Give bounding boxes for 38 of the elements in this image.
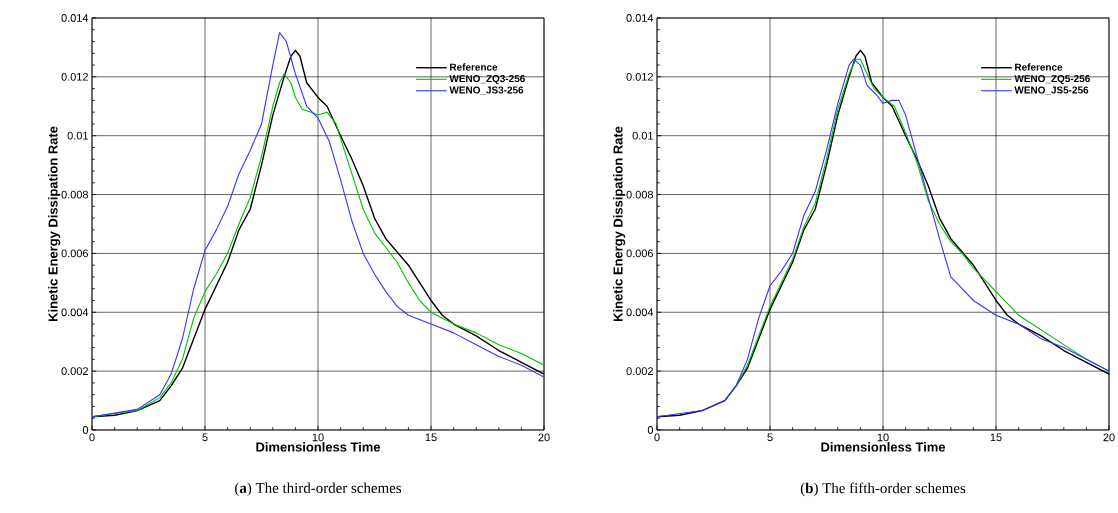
text: (b) The fifth-order schemes [800, 482, 966, 497]
y-tick-label: 0.002 [61, 367, 88, 376]
x-tick-label: 20 [538, 433, 550, 442]
legend-label: WENO_ZQ5-256 [1014, 75, 1090, 84]
legend-label: WENO_ZQ3-256 [449, 75, 525, 84]
x-tick-label: 10 [877, 433, 889, 442]
y-tick-label: 0 [647, 426, 654, 434]
y-tick-label: 0 [82, 426, 89, 434]
y-tick-label: 0.014 [626, 14, 654, 22]
y-tick-label: 0.006 [626, 249, 653, 258]
x-tick-label: 20 [1103, 433, 1115, 442]
y-tick-label: 0.012 [626, 72, 653, 81]
legend-label: Reference [450, 63, 498, 71]
y-tick-label: 0.002 [626, 367, 653, 376]
x-tick-label: 0 [89, 433, 95, 442]
x-axis-title: Dimensionless Time [256, 442, 381, 452]
y-axis-title: Kinetic Energy Dissipation Rate [48, 126, 61, 321]
text: (a) The third-order schemes [235, 482, 402, 497]
legend-label: Reference [1015, 63, 1063, 71]
y-tick-label: 0.012 [61, 72, 88, 81]
y-tick-label: 0.004 [626, 308, 654, 317]
x-tick-label: 5 [202, 433, 208, 442]
x-tick-label: 10 [312, 433, 324, 442]
x-tick-label: 0 [654, 433, 660, 442]
y-tick-label: 0.004 [61, 308, 89, 317]
y-tick-label: 0.01 [632, 131, 653, 140]
y-tick-label: 0.008 [626, 190, 653, 199]
y-tick-label: 0.014 [61, 14, 89, 22]
legend-label: WENO_JS3-256 [449, 86, 524, 95]
x-tick-label: 15 [425, 433, 437, 442]
y-tick-label: 0.008 [61, 190, 88, 199]
x-axis-title: Dimensionless Time [821, 442, 946, 452]
x-tick-label: 5 [767, 433, 773, 442]
legend-label: WENO_JS5-256 [1014, 86, 1089, 95]
y-tick-label: 0.01 [67, 131, 88, 140]
x-tick-label: 15 [990, 433, 1002, 442]
y-tick-label: 0.006 [61, 249, 88, 258]
y-axis-title: Kinetic Energy Dissipation Rate [613, 126, 626, 321]
